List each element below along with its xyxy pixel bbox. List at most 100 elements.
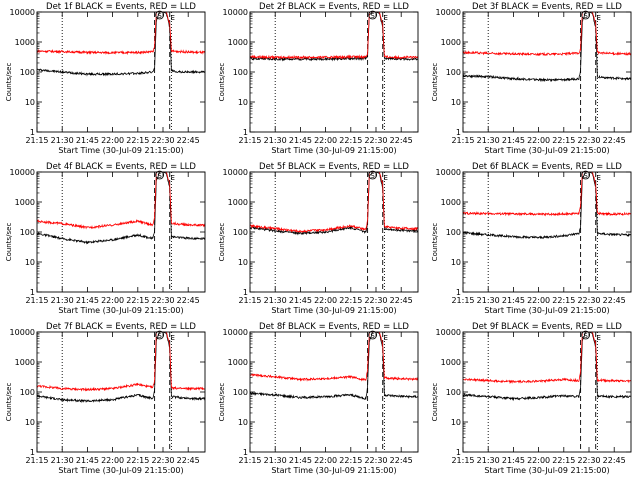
end-marker-label: E [597, 174, 601, 182]
x-tick-label: 21:15 [451, 296, 474, 305]
y-tick-label: 1 [456, 128, 461, 137]
x-tick-label: 22:30 [364, 456, 387, 465]
y-tick-label: 10000 [436, 168, 461, 177]
x-tick-label: 22:45 [603, 456, 626, 465]
x-tick-label: 22:00 [527, 456, 550, 465]
y-axis-label: Counts/sec [431, 223, 439, 262]
x-tick-label: 22:00 [314, 456, 337, 465]
x-tick-label: 21:30 [477, 136, 500, 145]
start-marker-label: S [157, 12, 162, 20]
panel-title: Det 1f BLACK = Events, RED = LLD [46, 2, 196, 12]
x-tick-label: 22:30 [151, 136, 174, 145]
x-tick-label: 21:15 [451, 136, 474, 145]
x-tick-label: 22:45 [603, 136, 626, 145]
y-tick-label: 100 [446, 228, 461, 237]
panel-title: Det 7f BLACK = Events, RED = LLD [46, 322, 196, 332]
y-tick-label: 100 [233, 388, 248, 397]
start-marker-circle [368, 170, 378, 180]
start-marker-label: S [370, 172, 375, 180]
x-tick-label: 22:45 [603, 296, 626, 305]
y-tick-label: 1000 [228, 38, 248, 47]
x-tick-label: 21:15 [25, 136, 48, 145]
x-tick-label: 22:15 [339, 456, 362, 465]
x-tick-label: 22:30 [364, 136, 387, 145]
detector-panel-3: Det 3f BLACK = Events, RED = LLD 1 10 100 10… [431, 2, 632, 155]
start-marker-circle [155, 330, 165, 340]
x-tick-label: 21:15 [238, 136, 261, 145]
detector-panel-6: Det 6f BLACK = Events, RED = LLD 1 10 100 10… [431, 162, 632, 315]
detector-panel-1: Det 1f BLACK = Events, RED = LLD 1 10 100 10… [5, 2, 206, 155]
y-tick-label: 1 [456, 448, 461, 457]
start-marker-label: S [370, 12, 375, 20]
x-tick-label: 21:45 [502, 456, 525, 465]
y-tick-label: 1 [243, 128, 248, 137]
start-marker-label: S [157, 332, 162, 340]
y-tick-label: 10 [25, 418, 35, 427]
x-tick-label: 22:45 [177, 296, 200, 305]
x-axis-label: Start Time (30-Jul-09 21:15:00) [484, 306, 609, 315]
y-tick-label: 1000 [441, 358, 461, 367]
x-tick-label: 21:45 [76, 136, 99, 145]
panel-title: Det 3f BLACK = Events, RED = LLD [472, 2, 622, 12]
x-tick-label: 22:30 [151, 296, 174, 305]
x-tick-label: 21:30 [477, 456, 500, 465]
y-tick-label: 1 [30, 288, 35, 297]
y-tick-label: 100 [446, 388, 461, 397]
y-axis-label: Counts/sec [5, 223, 13, 262]
y-axis-label: Counts/sec [218, 223, 226, 262]
x-tick-label: 21:15 [25, 456, 48, 465]
x-tick-label: 21:30 [264, 136, 287, 145]
x-tick-label: 21:45 [502, 296, 525, 305]
x-tick-label: 21:45 [76, 296, 99, 305]
x-tick-label: 22:30 [577, 296, 600, 305]
lld-series-line [249, 331, 419, 382]
x-tick-label: 22:00 [101, 296, 124, 305]
x-tick-label: 21:45 [76, 456, 99, 465]
start-marker-circle [581, 10, 591, 20]
x-tick-label: 21:45 [502, 136, 525, 145]
events-series-line [462, 11, 632, 83]
detector-panel-7: Det 7f BLACK = Events, RED = LLD 1 10 100 10… [5, 322, 206, 475]
y-tick-label: 10 [451, 98, 461, 107]
lld-series-line [249, 11, 418, 60]
start-marker-label: S [583, 172, 588, 180]
x-tick-label: 22:15 [339, 136, 362, 145]
x-tick-label: 22:15 [552, 456, 575, 465]
start-marker-label: S [583, 12, 588, 20]
lld-series-line [36, 331, 206, 392]
x-tick-label: 21:30 [264, 456, 287, 465]
start-marker-circle [581, 170, 591, 180]
x-tick-label: 22:00 [527, 296, 550, 305]
y-tick-label: 1 [243, 288, 248, 297]
x-axis-label: Start Time (30-Jul-09 21:15:00) [271, 466, 396, 475]
x-tick-label: 21:30 [264, 296, 287, 305]
y-axis-label: Counts/sec [218, 383, 226, 422]
x-axis-label: Start Time (30-Jul-09 21:15:00) [58, 466, 183, 475]
x-tick-label: 21:45 [289, 296, 312, 305]
end-marker-label: E [597, 334, 601, 342]
x-tick-label: 22:15 [126, 296, 149, 305]
detector-panel-5: Det 5f BLACK = Events, RED = LLD 1 10 100 10… [218, 162, 419, 315]
x-tick-label: 21:30 [51, 456, 74, 465]
x-tick-label: 22:15 [552, 296, 575, 305]
x-tick-label: 21:30 [477, 296, 500, 305]
x-axis-label: Start Time (30-Jul-09 21:15:00) [58, 306, 183, 315]
x-tick-label: 22:30 [364, 296, 387, 305]
start-marker-label: S [583, 332, 588, 340]
events-series-line [249, 171, 418, 236]
y-tick-label: 1000 [15, 38, 35, 47]
y-tick-label: 10000 [223, 168, 248, 177]
y-tick-label: 1 [30, 128, 35, 137]
events-series-line [249, 11, 419, 62]
events-series-line [462, 331, 632, 402]
start-marker-circle [368, 10, 378, 20]
y-tick-label: 1000 [441, 38, 461, 47]
x-tick-label: 22:30 [151, 456, 174, 465]
x-tick-label: 22:00 [314, 136, 337, 145]
x-tick-label: 22:45 [177, 136, 200, 145]
x-tick-label: 21:30 [51, 296, 74, 305]
events-series-line [462, 171, 632, 240]
x-tick-label: 22:45 [177, 456, 200, 465]
start-marker-label: S [157, 172, 162, 180]
